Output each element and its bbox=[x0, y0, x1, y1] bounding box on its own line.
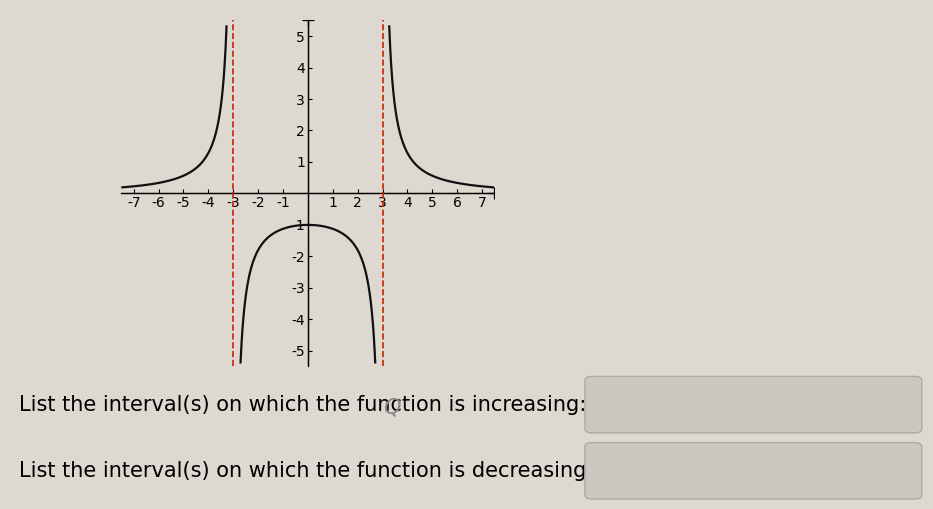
Text: Q: Q bbox=[383, 397, 400, 417]
Text: List the interval(s) on which the function is increasing:: List the interval(s) on which the functi… bbox=[19, 394, 586, 415]
Text: List the interval(s) on which the function is decreasing:: List the interval(s) on which the functi… bbox=[19, 461, 593, 481]
